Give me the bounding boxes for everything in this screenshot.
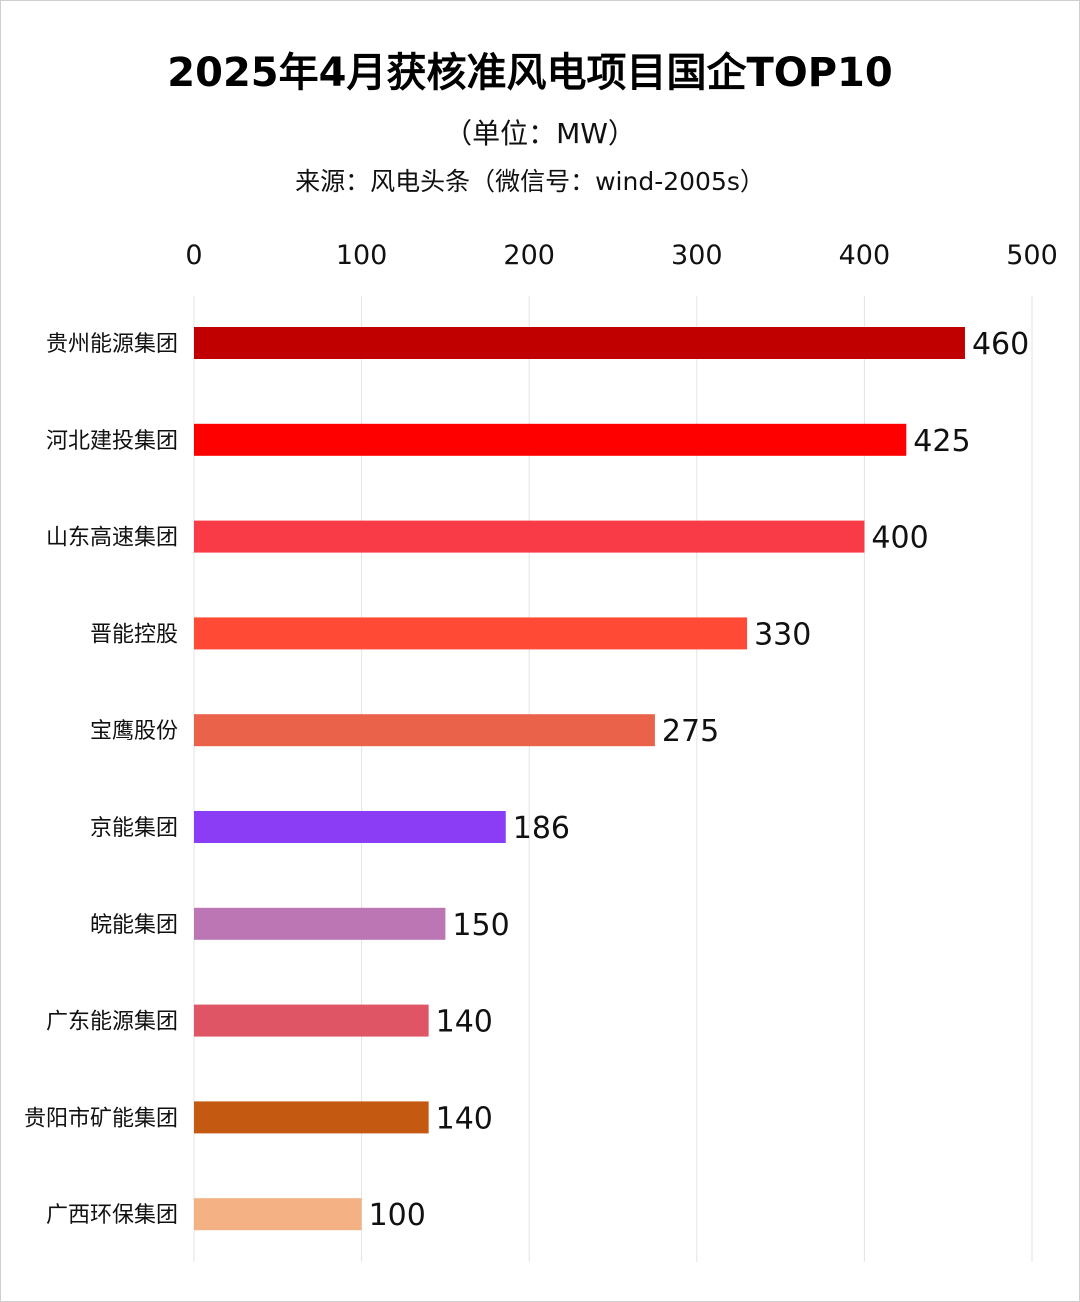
- chart-source: 来源：风电头条（微信号：wind-2005s）: [295, 167, 765, 196]
- x-tick-label: 500: [1006, 240, 1058, 271]
- bar: [194, 520, 865, 553]
- category-label: 山东高速集团: [46, 526, 178, 551]
- bar: [194, 617, 748, 650]
- x-tick-label: 200: [503, 240, 555, 271]
- category-label: 广东能源集团: [46, 1010, 178, 1035]
- value-labels: 460 425 400 330 275 186 150 140 140 100: [369, 327, 1030, 1233]
- category-label: 贵州能源集团: [46, 332, 178, 357]
- category-label: 皖能集团: [90, 913, 178, 938]
- x-tick-label: 400: [839, 240, 891, 271]
- x-tick-label: 100: [336, 240, 388, 271]
- category-label: 晋能控股: [90, 622, 178, 647]
- category-label: 贵阳市矿能集团: [24, 1106, 178, 1131]
- bar: [194, 714, 655, 747]
- bar: [194, 811, 506, 843]
- value-label: 140: [436, 1101, 493, 1136]
- value-label: 150: [452, 908, 509, 943]
- x-axis-ticks: 0 100 200 300 400 500: [185, 240, 1057, 271]
- value-label: 275: [662, 714, 719, 749]
- gridlines: [193, 296, 1033, 1262]
- value-label: 140: [436, 1005, 493, 1040]
- chart-subtitle: （单位：MW）: [444, 117, 636, 150]
- value-label: 100: [369, 1198, 426, 1233]
- bar: [194, 1198, 362, 1231]
- value-label: 400: [871, 521, 928, 556]
- category-label: 宝鹰股份: [90, 719, 178, 744]
- value-label: 460: [972, 327, 1029, 362]
- x-tick-label: 0: [185, 240, 202, 271]
- bar: [194, 423, 907, 456]
- chart-title: 2025年4月获核准风电项目国企TOP10: [167, 50, 893, 96]
- x-tick-label: 300: [671, 240, 723, 271]
- value-label: 186: [513, 811, 570, 846]
- category-label: 河北建投集团: [46, 429, 178, 454]
- value-label: 330: [754, 617, 811, 652]
- bar: [194, 1004, 429, 1037]
- bar: [194, 907, 446, 940]
- category-label: 广西环保集团: [46, 1203, 178, 1228]
- value-label: 425: [913, 424, 970, 459]
- bar: [194, 327, 965, 359]
- category-labels: 贵州能源集团河北建投集团山东高速集团晋能控股宝鹰股份京能集团皖能集团广东能源集团…: [24, 332, 178, 1228]
- bar: [194, 1101, 429, 1134]
- bars: [194, 327, 965, 1231]
- category-label: 京能集团: [90, 816, 178, 841]
